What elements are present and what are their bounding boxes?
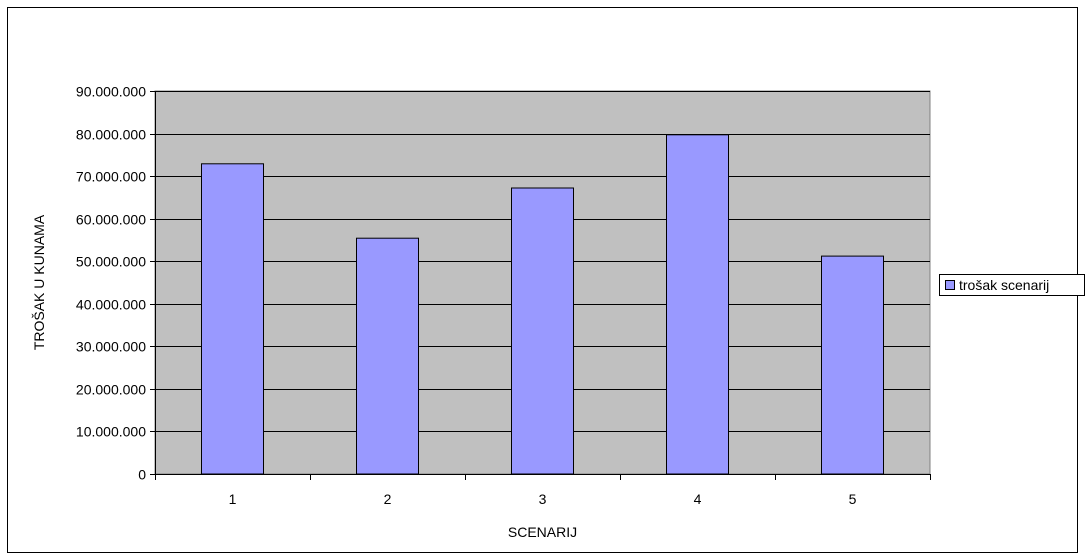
- x-tick-label: 5: [849, 491, 857, 507]
- y-tick-labels: 0 10.000.000 20.000.000 30.000.000 40.000.00…: [76, 84, 146, 483]
- y-tick-label: 40.000.000: [76, 297, 146, 313]
- x-tick-labels: 1 2 3 4 5: [229, 491, 857, 507]
- legend-label: trošak scenarij: [959, 277, 1049, 293]
- legend: trošak scenarij: [939, 274, 1085, 296]
- y-tick-label: 80.000.000: [76, 127, 146, 143]
- y-tick-label: 0: [138, 467, 146, 483]
- bar-scenario-1: [201, 163, 264, 475]
- bar-scenario-4: [666, 134, 729, 475]
- y-tick-label: 50.000.000: [76, 254, 146, 270]
- x-tick-label: 1: [229, 491, 237, 507]
- legend-swatch: [945, 280, 955, 290]
- x-tick-label: 4: [694, 491, 702, 507]
- x-axis-title: SCENARIJ: [508, 524, 577, 540]
- bar-scenario-3: [511, 187, 574, 475]
- x-tick-label: 3: [539, 491, 547, 507]
- axes: [150, 91, 931, 480]
- bars: [201, 134, 884, 475]
- y-tick-label: 20.000.000: [76, 382, 146, 398]
- y-tick-label: 70.000.000: [76, 169, 146, 185]
- bar-scenario-5: [821, 255, 884, 475]
- y-axis-title: TROŠAK U KUNAMA: [31, 214, 47, 350]
- y-tick-label: 30.000.000: [76, 339, 146, 355]
- y-tick-label: 10.000.000: [76, 424, 146, 440]
- bar-scenario-2: [356, 237, 419, 475]
- y-tick-label: 90.000.000: [76, 84, 146, 100]
- y-tick-label: 60.000.000: [76, 212, 146, 228]
- x-tick-label: 2: [384, 491, 392, 507]
